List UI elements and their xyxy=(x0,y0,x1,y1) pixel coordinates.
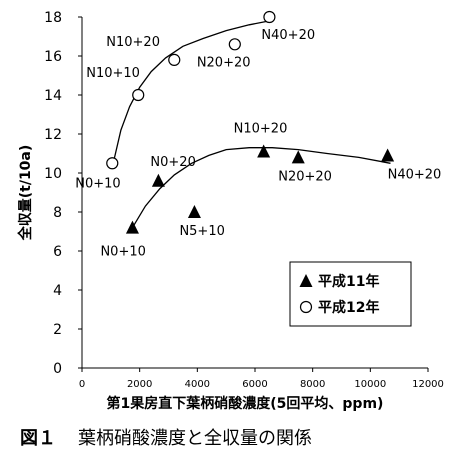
legend-marker-series-1 xyxy=(299,300,313,314)
trend-lines xyxy=(111,20,391,228)
point-label: N40+20 xyxy=(261,28,315,43)
point-label: N20+20 xyxy=(197,55,251,70)
data-points xyxy=(106,10,395,234)
x-axis-title: 第1果房直下葉柄硝酸濃度(5回平均、ppm) xyxy=(107,395,384,412)
y-tick-label: 10 xyxy=(44,166,62,182)
point-label: N20+20 xyxy=(278,169,332,184)
y-tick-label: 0 xyxy=(53,361,62,377)
point-label: N0+20 xyxy=(150,155,195,170)
legend-label: 平成11年 xyxy=(318,273,379,290)
x-tick-label: 4000 xyxy=(185,379,210,390)
data-point-series-0 xyxy=(257,144,271,158)
data-point-series-1 xyxy=(168,53,181,67)
x-tick-label: 8000 xyxy=(300,379,325,390)
legend-marker-series-0 xyxy=(299,274,313,287)
data-point-series-0 xyxy=(381,148,395,162)
x-tick-label: 6000 xyxy=(242,379,267,390)
yield-scatter-chart: 0 2 4 6 8 10 12 14 16 18 0 2000 4000 6000 8000 10000 120… xyxy=(17,10,444,412)
legend-label: 平成12年 xyxy=(318,299,379,316)
figure-caption-text: 葉柄硝酸濃度と全収量の関係 xyxy=(78,428,312,449)
trend-line-series-0 xyxy=(131,147,391,228)
data-point-series-1 xyxy=(263,10,276,24)
figure-caption: 図１ 葉柄硝酸濃度と全収量の関係 xyxy=(20,424,312,450)
y-tick-label: 16 xyxy=(44,49,62,65)
x-tick-label: 2000 xyxy=(127,379,152,390)
y-tick-label: 4 xyxy=(53,283,62,299)
legend-box xyxy=(289,261,412,327)
x-tick-label: 0 xyxy=(79,379,85,390)
point-labels: N0+10 N0+20 N5+10 N10+20 N20+20 N40+20 N0+10 N1… xyxy=(75,28,441,260)
data-point-series-0 xyxy=(291,150,305,164)
point-label: N10+20 xyxy=(234,122,288,137)
data-point-series-1 xyxy=(106,157,119,170)
y-tick-label: 12 xyxy=(44,127,62,143)
y-tick-label: 6 xyxy=(53,244,62,260)
y-tick-label: 18 xyxy=(44,10,62,26)
data-point-series-0 xyxy=(125,220,139,234)
figure-number: 図１ xyxy=(20,428,56,449)
point-label: N10+10 xyxy=(86,66,140,81)
point-label: N40+20 xyxy=(388,167,442,182)
data-point-series-1 xyxy=(132,88,145,102)
y-tick-label: 14 xyxy=(44,88,62,104)
point-label: N5+10 xyxy=(179,224,224,239)
x-tick-label: 12000 xyxy=(412,379,444,390)
point-label: N0+10 xyxy=(100,245,145,260)
x-tick-label: 10000 xyxy=(354,379,386,390)
point-label: N0+10 xyxy=(75,176,120,191)
y-tick-label: 2 xyxy=(53,322,62,338)
y-axis-title: 全収量(t/10a) xyxy=(17,145,34,242)
point-label: N10+20 xyxy=(106,35,160,50)
data-point-series-1 xyxy=(228,38,241,51)
y-tick-label: 8 xyxy=(53,205,62,221)
data-point-series-0 xyxy=(151,173,165,187)
trend-line-series-1 xyxy=(111,20,270,168)
data-point-series-0 xyxy=(187,205,201,218)
chart-ticks: 0 2 4 6 8 10 12 14 16 18 0 2000 4000 6000 8000 10000 120… xyxy=(44,10,444,390)
